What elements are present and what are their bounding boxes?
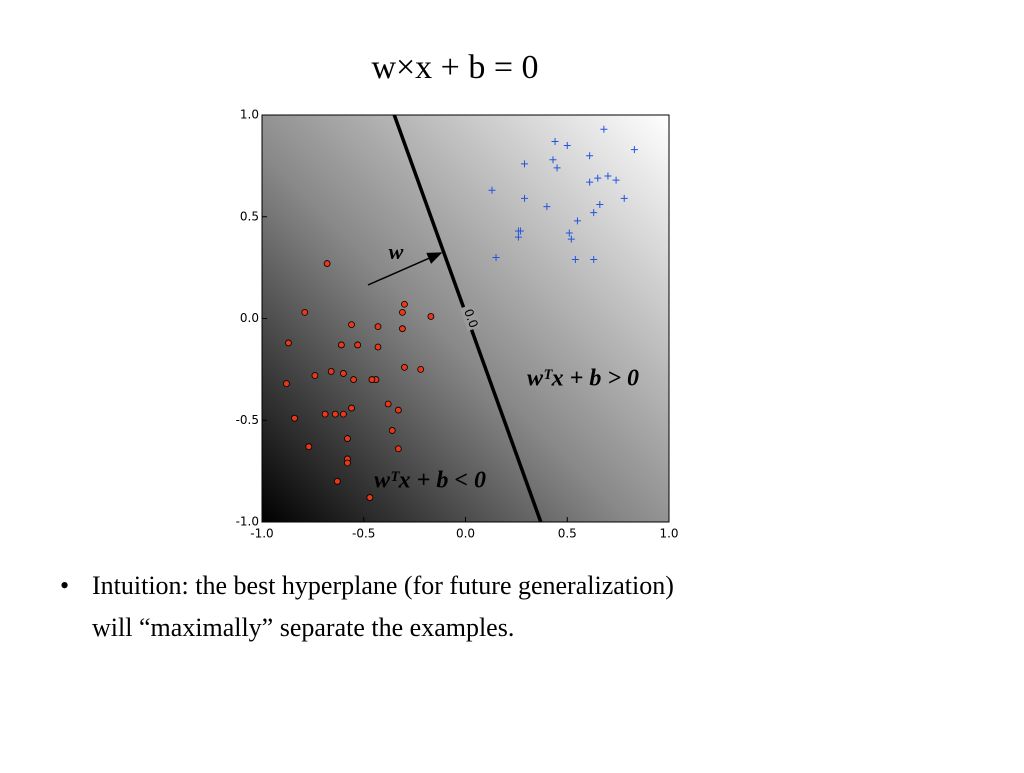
point [594,174,602,182]
point [630,146,638,154]
x-tick-label: 1.0 [659,527,678,541]
point [348,404,355,412]
point [311,372,319,379]
contour-label: 0.0 [461,307,481,330]
annotation: w [389,239,404,264]
slide-title: w×x + b = 0 [371,49,538,86]
point [331,410,339,418]
point [553,164,561,172]
contour-label-bg [459,303,482,332]
bullet-text: Intuition: the best hyperplane (for futu… [92,571,674,600]
point [354,341,362,349]
point [285,339,292,347]
point [339,410,347,418]
point [384,400,392,408]
bullet-text: will “maximally” separate the examples. [92,613,514,642]
point [417,365,425,373]
point [366,494,374,501]
point [394,406,402,414]
y-tick-label: 0.5 [240,209,259,223]
point [283,380,290,388]
point [388,427,396,434]
point [321,410,329,418]
point [291,414,298,422]
point [368,376,376,383]
point [344,435,351,442]
point [374,343,382,351]
point [551,137,559,145]
y-tick-label: 0.0 [240,311,259,325]
point [604,172,612,180]
point [401,363,408,371]
point [549,156,557,164]
point [301,308,309,316]
point [514,233,522,241]
point [333,477,341,485]
point [516,227,524,235]
point [339,370,347,377]
point [590,209,598,217]
point [543,203,551,211]
point [323,260,331,267]
x-tick-label: -0.5 [352,527,375,541]
x-tick-label: -1.0 [250,527,273,541]
point [590,255,598,263]
point [348,321,355,329]
y-tick-label: -0.5 [236,413,259,427]
point [586,152,594,160]
point [337,341,345,349]
point [305,443,313,451]
point [612,176,620,184]
point [596,201,604,209]
w-arrow [367,252,443,286]
point [374,323,382,331]
point [586,178,594,186]
point [399,325,406,333]
point [567,235,575,243]
x-tick-label: 0.5 [558,527,577,541]
annotation: wᵀx + b > 0 [527,366,639,392]
point [521,194,529,202]
bullet-glyph: • [60,571,69,600]
x-tick-label: 0.0 [456,527,475,541]
point [521,160,529,168]
point [492,253,500,261]
point [620,194,628,202]
point [399,308,406,316]
point [427,313,435,320]
point [571,255,579,263]
point [573,217,581,225]
annotation: wᵀx + b < 0 [374,468,486,494]
point [401,300,408,308]
point [344,459,351,467]
point [563,142,571,150]
point [488,186,496,194]
y-tick-label: 1.0 [240,108,259,122]
point [350,376,357,383]
point [565,229,573,237]
point [394,445,402,453]
point [327,368,335,375]
y-tick-label: -1.0 [236,515,259,529]
point [600,125,608,133]
